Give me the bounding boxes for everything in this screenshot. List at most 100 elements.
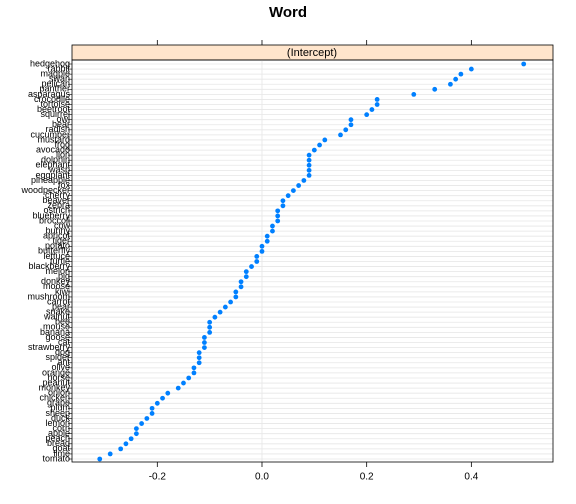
- y-tick-label: plum: [50, 403, 70, 413]
- point: [202, 345, 207, 350]
- point: [139, 421, 145, 426]
- y-tick-label: walnut: [43, 312, 71, 322]
- y-tick-label: goat: [52, 443, 70, 453]
- point: [468, 66, 474, 72]
- point: [275, 213, 281, 219]
- y-tick-label: lime: [53, 448, 70, 458]
- y-tick-label: olive: [51, 362, 70, 372]
- point: [191, 370, 197, 376]
- point: [280, 203, 286, 209]
- point: [270, 223, 275, 229]
- point: [275, 218, 281, 224]
- point: [191, 365, 197, 371]
- point: [448, 81, 453, 87]
- point: [202, 340, 207, 345]
- point: [290, 188, 296, 194]
- y-tick-label: peanut: [42, 377, 70, 387]
- y-tick-label: orange: [42, 367, 70, 377]
- point: [285, 193, 291, 199]
- panel: [71, 59, 554, 463]
- point: [458, 71, 464, 77]
- point: [343, 127, 349, 133]
- x-tick-label: 0.0: [255, 472, 269, 483]
- y-tick-label: lion: [56, 150, 70, 160]
- point: [160, 395, 165, 401]
- y-tick-label: lettuce: [43, 251, 70, 261]
- point: [280, 198, 286, 204]
- y-tick-label: wasp: [48, 165, 70, 175]
- y-tick-label: duck: [51, 413, 71, 423]
- y-tick-label: spider: [45, 352, 70, 362]
- y-tick-label: chicken: [39, 393, 70, 403]
- point: [264, 238, 270, 244]
- point: [317, 142, 322, 148]
- point: [270, 228, 275, 234]
- y-tick-label: magpie: [40, 69, 70, 79]
- point: [118, 446, 124, 452]
- y-tick-label: panther: [39, 84, 70, 94]
- point: [521, 61, 527, 67]
- point: [306, 152, 312, 158]
- point: [154, 400, 160, 406]
- y-tick-label: mushroom: [27, 291, 70, 301]
- x-tick-label: 0.4: [464, 472, 478, 483]
- point: [97, 456, 103, 462]
- point: [264, 233, 270, 239]
- point: [181, 380, 186, 386]
- y-tick-label: turtle: [50, 256, 70, 266]
- y-tick-label: strawberry: [28, 342, 71, 352]
- point: [196, 360, 202, 366]
- point: [338, 132, 343, 138]
- point: [233, 289, 239, 295]
- point: [196, 355, 202, 361]
- y-tick-label: tortoise: [40, 99, 70, 109]
- y-tick-label: cat: [58, 337, 71, 347]
- y-tick-label: tomato: [42, 453, 70, 463]
- y-tick-label: pear: [52, 301, 70, 311]
- point: [322, 137, 328, 143]
- point: [432, 86, 438, 92]
- point: [249, 264, 254, 269]
- point: [306, 157, 312, 163]
- point: [133, 431, 139, 437]
- point: [369, 107, 375, 112]
- x-tick-label: 0.2: [360, 472, 374, 483]
- point: [228, 299, 233, 305]
- point: [144, 416, 150, 421]
- y-tick-label: onion: [48, 388, 70, 398]
- point: [306, 167, 312, 173]
- point: [374, 102, 380, 107]
- point: [374, 97, 380, 102]
- y-tick-label: ostrich: [43, 205, 70, 215]
- point: [311, 147, 317, 153]
- y-tick-label: zebra: [47, 200, 70, 210]
- y-tick-label: monkey: [38, 382, 70, 392]
- y-tick-label: fox: [58, 180, 71, 190]
- y-tick-label: swan: [49, 74, 70, 84]
- point: [165, 390, 171, 396]
- y-tick-label: dog: [55, 347, 70, 357]
- y-tick-label: corn: [52, 423, 70, 433]
- point: [453, 76, 459, 82]
- y-tick-label: elephant: [35, 160, 70, 170]
- point: [212, 314, 218, 320]
- point: [196, 350, 202, 356]
- y-tick-label: pineapple: [31, 175, 70, 185]
- y-tick-label: squirrel: [40, 109, 70, 119]
- y-tick-label: kiwi: [55, 286, 70, 296]
- point: [222, 304, 228, 310]
- y-tick-label: horse: [47, 372, 70, 382]
- x-tick-label: -0.2: [149, 472, 167, 483]
- y-tick-label: ant: [57, 357, 70, 367]
- point: [233, 294, 239, 300]
- point: [202, 335, 207, 340]
- y-tick-label: potato: [45, 241, 70, 251]
- y-tick-label: pig: [58, 271, 70, 281]
- strip-label: (Intercept): [287, 47, 337, 59]
- y-tick-label: apricot: [43, 231, 71, 241]
- point: [107, 451, 113, 457]
- point: [207, 329, 213, 335]
- y-tick-label: banana: [40, 327, 70, 337]
- y-tick-label: bear: [52, 119, 70, 129]
